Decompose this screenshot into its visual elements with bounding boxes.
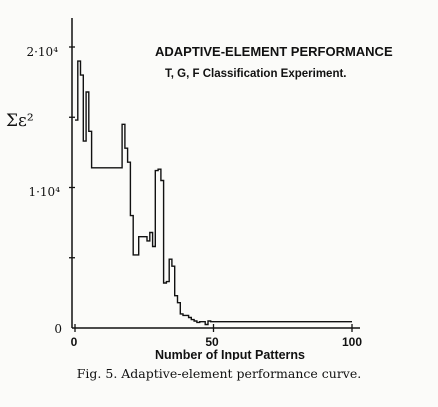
series-line [75,60,352,326]
y-tick-label-2e4: 2·10⁴ [26,45,58,59]
y-tick-marks [69,46,75,259]
y-axis-label: Σε² [6,111,34,131]
figure-caption: Fig. 5. Adaptive-element performance cur… [76,366,362,381]
chart-subtitle: T, G, F Classification Experiment. [165,68,347,80]
y-tick-label-1e4: 1·10⁴ [28,185,60,199]
x-tick-marks [74,324,353,332]
x-axis-label: Number of Input Patterns [155,348,305,360]
chart-svg: ADAPTIVE-ELEMENT PERFORMANCE T, G, F Cla… [6,18,393,360]
chart-title: ADAPTIVE-ELEMENT PERFORMANCE [155,44,393,59]
y-tick-label-0: 0 [54,322,62,336]
x-tick-label-0: 0 [71,335,78,349]
x-tick-label-100: 100 [342,335,362,349]
x-tick-label-50: 50 [205,335,219,349]
